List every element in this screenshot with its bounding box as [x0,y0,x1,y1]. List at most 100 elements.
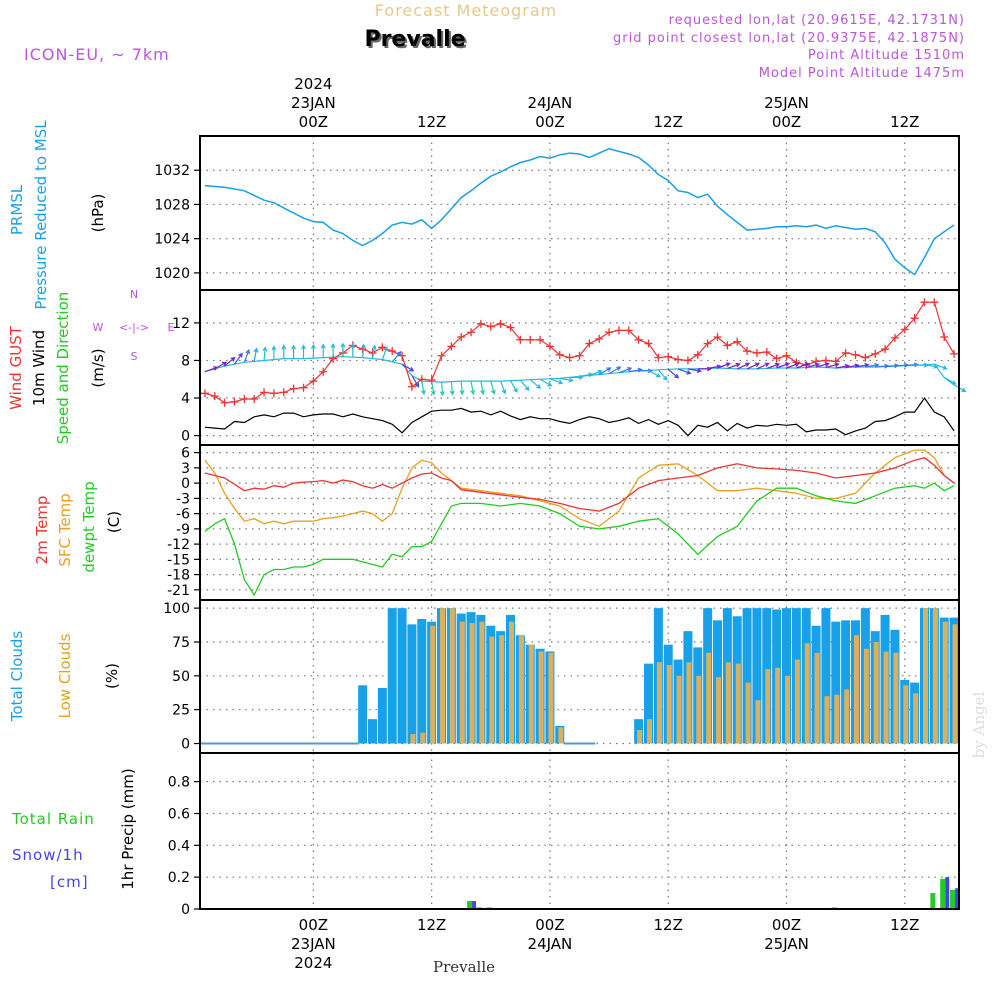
wind-gust-marker [861,353,870,362]
wind-gust-marker [388,347,397,356]
y-tick-label: -6 [176,507,190,523]
wind-gust-marker [910,314,919,323]
wind-direction-arrow [608,366,622,375]
bottom-time-label: 00Z [772,916,801,934]
snow-bar [472,901,477,909]
wind-gust-marker [486,322,495,331]
wind-gust-marker [437,351,446,360]
wind-gust-marker [526,335,535,344]
wind-gust-marker [220,398,229,407]
wind-gust-marker [378,343,387,352]
compass-arrows: <-|-> [119,321,149,334]
wind-gust-marker [585,339,594,348]
wind-gust-marker [250,394,259,403]
wind-gust-marker [723,341,732,350]
wind-direction-arrow [687,368,702,373]
total-cloud-bar [821,608,831,744]
wind-gust-marker [703,339,712,348]
low-cloud-bar [824,696,830,744]
y-tick-label: 0.4 [168,838,190,854]
wind-direction-arrow [736,362,751,370]
y-tick-label: 0 [181,737,190,753]
wind-direction-arrow [281,344,287,359]
grid-layer [200,136,959,910]
total-cloud-bar [841,620,851,744]
y-tick-label: 6 [181,446,190,462]
chart-title: Prevalle [364,27,465,52]
wind-direction-arrow [657,369,668,381]
wind-gust-marker [762,348,771,356]
low-cloud-bar [883,651,889,744]
y-tick-label: 0.8 [168,775,190,791]
low-cloud-bar [518,635,524,744]
low-cloud-bar [509,621,514,744]
wind-gust-marker [447,342,456,351]
total-cloud-bar [397,608,407,744]
low-cloud-bar [804,643,810,744]
wind-gust-marker [851,350,860,359]
snow-bar [945,877,950,909]
wind-gust-marker [279,388,288,397]
y-tick-label: 0 [181,429,190,445]
low-cloud-bar [725,662,731,744]
total-cloud-bar [742,608,752,744]
top-time-label: 23JAN [291,94,336,112]
y-tick-label: 0.2 [168,870,190,886]
wind-direction-arrow [825,362,840,369]
low-cloud-bar [794,659,800,744]
legend-total-rain: Total Rain [11,810,95,828]
y-tick-label: -21 [167,583,190,599]
wind-direction-arrow [539,378,553,387]
y-tick-label: 50 [172,669,190,685]
wind-speed-line [204,396,955,437]
wind-gust-marker [782,351,791,360]
wind-gust-marker [398,351,407,360]
wind-gust-marker [664,352,673,361]
wind-gust-marker [516,335,525,344]
wind-gust-marker [260,388,269,397]
low-cloud-bar [873,641,879,744]
wind-gust-marker [200,389,209,398]
wind-gust-marker [496,319,505,328]
wind-direction-arrow [439,382,445,397]
label-layer: 102010241028103204812630-3-6-9-12-15-18-… [7,75,919,972]
wind-gust-marker [289,384,298,393]
wind-direction-arrow [598,367,612,376]
rain-bar [930,893,936,909]
wind-gust-marker [545,342,554,351]
top-time-label: 00Z [535,113,564,131]
low-cloud-bar [449,608,455,744]
bottom-time-label: 25JAN [764,935,809,953]
wind-gust-marker [890,333,899,342]
total-cloud-bar [644,663,653,744]
low-cloud-bar [893,652,899,744]
wind-direction-arrow [697,366,713,372]
wind-gust-marker [575,351,584,360]
y-tick-label: 1020 [154,266,190,282]
wind-gust-marker [881,345,890,354]
low-cloud-bar [863,648,869,744]
y-tick-label: 0 [181,476,190,492]
rain-bar [467,901,473,909]
wind-direction-arrow [786,362,800,369]
low-clouds-axis-label: Low Clouds [56,633,74,718]
low-cloud-bar [745,682,751,744]
bottom-time-label: 00Z [535,916,564,934]
y-tick-label: -9 [176,522,190,538]
wind-direction-arrow [559,377,574,383]
y-tick-label: 12 [172,316,190,332]
low-cloud-bar [676,675,682,744]
wind-direction-arrow [381,346,388,360]
chart-subtitle: Forecast Meteogram [375,1,557,20]
rain-bar [950,889,956,909]
snow-bar [955,888,960,909]
y-tick-label: 1032 [154,163,190,179]
wind-direction-arrow [500,380,507,395]
wind-gust-marker [634,335,643,344]
low-cloud-bar [647,719,652,744]
top-time-label: 12Z [890,113,919,131]
low-cloud-bar [923,608,928,744]
wind-gust-marker [743,347,752,356]
temp-2m-axis-label: 2m Temp [33,496,51,565]
